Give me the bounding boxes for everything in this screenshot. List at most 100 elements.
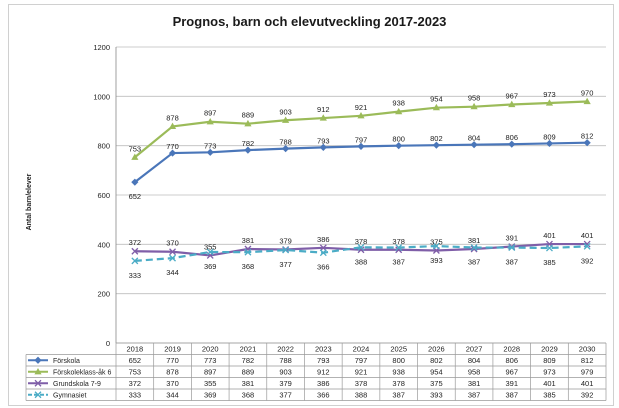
data-point [206, 117, 214, 125]
data-label: 878 [166, 113, 179, 122]
data-label: 809 [543, 132, 556, 141]
data-label: 782 [242, 139, 255, 148]
table-cell: 973 [543, 368, 556, 377]
data-point [244, 248, 252, 256]
data-label: 912 [317, 105, 330, 114]
data-label: 378 [392, 237, 405, 246]
data-label: 393 [430, 256, 443, 265]
table-cell: 366 [317, 391, 330, 400]
table-cell: 393 [430, 391, 443, 400]
data-point [545, 139, 554, 148]
legend-series-name: Grundskola 7-9 [53, 381, 101, 388]
table-cell: 806 [506, 356, 519, 365]
data-point [395, 107, 403, 115]
data-label: 385 [543, 258, 556, 267]
table-cell: 387 [468, 391, 481, 400]
table-cell: 782 [242, 356, 255, 365]
table-cell: 958 [468, 368, 481, 377]
table-cell: 800 [392, 356, 405, 365]
data-point [131, 247, 139, 255]
data-point [206, 148, 214, 156]
table-cell: 392 [581, 391, 594, 400]
table-cell: 368 [242, 391, 255, 400]
y-tick-label: 0 [106, 339, 110, 348]
table-cell: 770 [166, 356, 179, 365]
data-point [432, 242, 440, 250]
data-label: 368 [242, 262, 255, 271]
axes: 0 200 400 600 800 1000 1200 [93, 43, 117, 348]
data-point [169, 248, 176, 256]
table-cell: 370 [166, 379, 179, 388]
table-cell: 802 [430, 356, 443, 365]
table-cell: 812 [581, 356, 594, 365]
y-tick-label: 1200 [93, 43, 110, 52]
data-label: 973 [543, 90, 556, 99]
data-point [244, 146, 252, 154]
data-point [508, 244, 516, 251]
table-cell: 386 [317, 379, 330, 388]
data-label: 793 [317, 136, 330, 145]
table-cell: 388 [355, 391, 368, 400]
table-cell: 391 [506, 379, 519, 388]
data-label: 369 [204, 262, 217, 271]
x-tick-label: 2019 [164, 345, 181, 354]
data-label: 921 [355, 103, 368, 112]
data-label: 355 [204, 242, 217, 251]
data-point [470, 102, 478, 110]
data-label: 806 [506, 133, 519, 142]
table-cell: 967 [506, 368, 519, 377]
table-cell: 381 [468, 379, 481, 388]
data-label: 797 [355, 135, 368, 144]
legend-series-name: Gymnasiet [53, 393, 87, 400]
table-cell: 401 [543, 379, 556, 388]
data-label: 387 [468, 258, 481, 267]
table-cell: 773 [204, 356, 217, 365]
data-label: 366 [317, 263, 330, 272]
table-cell: 878 [166, 368, 179, 377]
x-tick-label: 2022 [277, 345, 294, 354]
data-point [470, 244, 478, 251]
data-point [546, 244, 553, 252]
y-tick-label: 400 [97, 240, 110, 249]
data-point [34, 367, 42, 375]
table-cell: 793 [317, 356, 330, 365]
data-label: 377 [279, 260, 292, 269]
data-label: 652 [129, 192, 142, 201]
table-cell: 387 [392, 391, 405, 400]
table-cell: 333 [129, 391, 142, 400]
table-cell: 804 [468, 356, 481, 365]
data-point [131, 153, 139, 160]
table-cell: 378 [355, 379, 368, 388]
table-cell: 921 [355, 368, 368, 377]
data-point [131, 257, 139, 265]
chart-title: Prognos, barn och elevutveckling 2017-20… [172, 14, 447, 29]
gridlines [116, 46, 606, 344]
table-cell: 387 [506, 391, 519, 400]
table-cell: 652 [129, 356, 142, 365]
data-label: 753 [129, 144, 142, 153]
table-cell: 355 [204, 379, 217, 388]
data-label: 773 [204, 141, 217, 150]
table-cell: 381 [242, 379, 255, 388]
x-tick-label: 2020 [202, 345, 219, 354]
data-label: 372 [129, 238, 142, 247]
data-point [34, 379, 42, 387]
data-label: 954 [430, 95, 443, 104]
data-point [357, 243, 365, 251]
data-point [357, 142, 365, 151]
data-point [34, 391, 42, 399]
table-cell: 379 [279, 379, 292, 388]
x-tick-label: 2018 [127, 345, 144, 354]
data-label: 812 [581, 132, 594, 141]
table-cell: 809 [543, 356, 556, 365]
data-label: 897 [204, 109, 217, 118]
data-label: 381 [242, 236, 255, 245]
data-label: 333 [129, 271, 142, 280]
table-cell: 797 [355, 356, 368, 365]
table-cell: 903 [279, 368, 292, 377]
table-cell: 954 [430, 368, 443, 377]
data-point [319, 244, 327, 252]
x-tick-label: 2027 [466, 345, 483, 354]
y-tick-label: 800 [97, 142, 110, 151]
